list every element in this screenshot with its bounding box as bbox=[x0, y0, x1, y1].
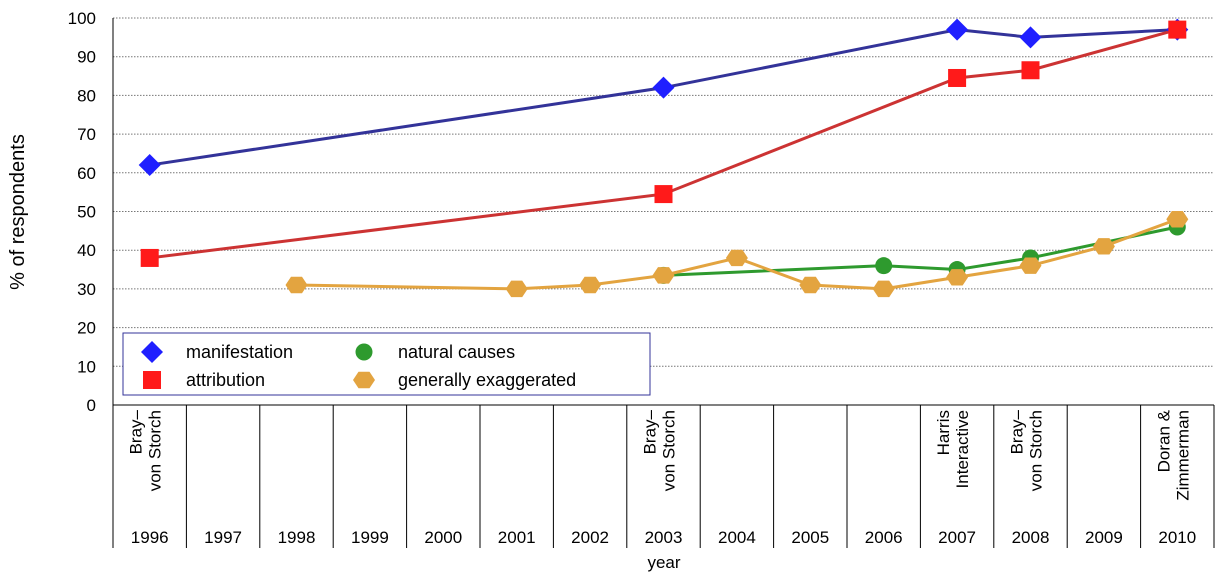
x-tick-label: 2004 bbox=[718, 528, 756, 547]
y-tick-label: 60 bbox=[77, 164, 96, 183]
y-tick-label: 30 bbox=[77, 280, 96, 299]
x-tick-label: 1999 bbox=[351, 528, 389, 547]
data-point bbox=[1019, 257, 1042, 274]
legend-label: generally exaggerated bbox=[398, 370, 576, 390]
data-point bbox=[505, 280, 528, 298]
x-tick-label: 2002 bbox=[571, 528, 609, 547]
y-tick-label: 20 bbox=[77, 319, 96, 338]
x-tick-label: 2010 bbox=[1158, 528, 1196, 547]
legend-label: manifestation bbox=[186, 342, 293, 362]
source-label: von Storch bbox=[146, 410, 165, 491]
data-point bbox=[285, 276, 308, 294]
source-label: Interactive bbox=[953, 410, 972, 488]
y-tick-label: 90 bbox=[77, 48, 96, 67]
x-tick-label: 2000 bbox=[424, 528, 462, 547]
x-tick-label: 2008 bbox=[1012, 528, 1050, 547]
source-label: Bray– bbox=[1008, 409, 1027, 454]
x-tick-label: 2003 bbox=[645, 528, 683, 547]
data-point bbox=[725, 249, 748, 267]
data-point bbox=[652, 76, 675, 99]
legend-marker bbox=[355, 343, 373, 361]
data-point bbox=[654, 185, 673, 204]
y-tick-label: 70 bbox=[77, 125, 96, 144]
legend-marker bbox=[141, 341, 163, 363]
data-point bbox=[946, 18, 969, 41]
x-tick-label: 1997 bbox=[204, 528, 242, 547]
x-tick-label: 2005 bbox=[791, 528, 829, 547]
data-point bbox=[1168, 20, 1187, 39]
data-point bbox=[1092, 238, 1115, 255]
data-point bbox=[579, 276, 602, 294]
data-point bbox=[1021, 61, 1040, 80]
y-tick-label: 40 bbox=[77, 241, 96, 260]
y-tick-label: 50 bbox=[77, 203, 96, 222]
data-point bbox=[872, 280, 895, 298]
data-point bbox=[1019, 26, 1042, 49]
x-axis-label: year bbox=[647, 553, 680, 572]
source-label: Bray– bbox=[641, 409, 660, 454]
data-point bbox=[140, 248, 159, 267]
legend-box bbox=[122, 332, 651, 396]
data-point bbox=[652, 267, 675, 284]
data-point bbox=[875, 257, 893, 275]
x-tick-label: 2009 bbox=[1085, 528, 1123, 547]
y-tick-label: 100 bbox=[68, 9, 96, 28]
data-point bbox=[946, 269, 969, 286]
source-label: Bray– bbox=[127, 409, 146, 454]
source-label: Zimmerman bbox=[1173, 410, 1192, 501]
data-point bbox=[948, 68, 967, 87]
x-tick-label: 2006 bbox=[865, 528, 903, 547]
legend-label: natural causes bbox=[398, 342, 515, 362]
source-label: Harris bbox=[934, 410, 953, 455]
legend-marker bbox=[353, 371, 375, 389]
source-label: von Storch bbox=[660, 410, 679, 491]
legend-marker bbox=[143, 371, 161, 389]
x-tick-label: 1996 bbox=[131, 528, 169, 547]
source-label: von Storch bbox=[1027, 410, 1046, 491]
y-tick-label: 10 bbox=[77, 357, 96, 376]
source-label: Doran & bbox=[1154, 409, 1173, 472]
y-tick-label: 0 bbox=[87, 396, 96, 415]
x-tick-label: 1998 bbox=[278, 528, 316, 547]
data-point bbox=[1166, 211, 1189, 228]
x-tick-label: 2007 bbox=[938, 528, 976, 547]
x-tick-label: 2001 bbox=[498, 528, 536, 547]
data-point bbox=[799, 276, 822, 294]
legend-label: attribution bbox=[186, 370, 265, 390]
data-point bbox=[138, 154, 161, 177]
y-axis-label: % of respondents bbox=[7, 134, 29, 290]
y-tick-label: 80 bbox=[77, 86, 96, 105]
